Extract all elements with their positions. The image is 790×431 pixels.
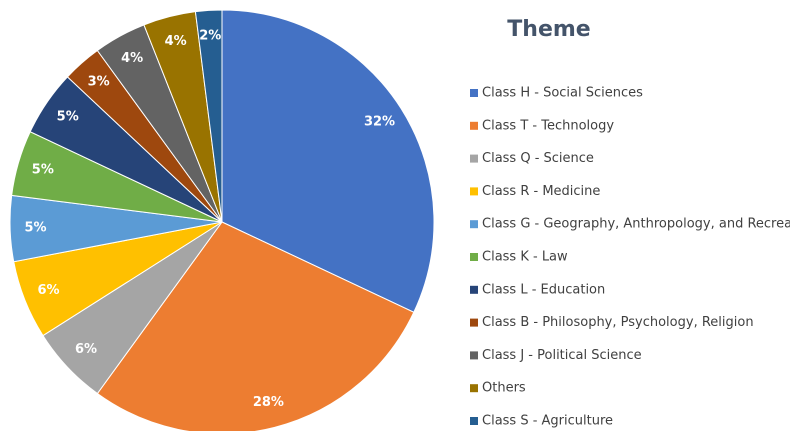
legend-swatch: [470, 253, 478, 261]
data-label: 5%: [32, 162, 54, 177]
legend-swatch: [470, 351, 478, 360]
legend-label: Class R - Medicine: [482, 184, 600, 199]
legend-label: Class B - Philosophy, Psychology, Religi…: [482, 315, 754, 330]
pie-slice: [221, 9, 435, 313]
data-label: 2%: [199, 28, 221, 43]
pie-slice: [194, 9, 223, 223]
legend-swatch: [470, 318, 478, 327]
legend-swatch: [470, 417, 478, 425]
legend-label: Others: [482, 381, 526, 396]
legend-swatch: [470, 121, 478, 130]
data-label: 5%: [57, 110, 79, 125]
legend-swatch: [470, 187, 478, 196]
legend-label: Class Q - Science: [482, 151, 594, 166]
legend-label: Class T - Technology: [482, 118, 614, 133]
legend-swatch: [470, 384, 478, 393]
data-label: 6%: [38, 283, 60, 298]
legend-label: Class J - Political Science: [482, 348, 642, 363]
legend-swatch: [470, 285, 478, 294]
data-label: 3%: [88, 75, 110, 90]
legend-label: Class K - Law: [482, 250, 568, 265]
legend-label: Class G - Geography, Anthropology, and R…: [482, 217, 790, 232]
data-label: 28%: [253, 395, 284, 410]
pie-slice: [96, 221, 415, 431]
legend-swatch: [470, 154, 478, 163]
data-label: 32%: [364, 115, 395, 130]
data-label: 4%: [165, 34, 187, 49]
legend-swatch: [470, 220, 478, 229]
legend-swatch: [470, 89, 478, 97]
chart-title: Theme: [507, 17, 590, 42]
legend-label: Class H - Social Sciences: [482, 86, 643, 101]
data-label: 5%: [24, 220, 46, 235]
legend-label: Class S - Agriculture: [482, 414, 613, 429]
legend-label: Class L - Education: [482, 282, 605, 297]
data-label: 6%: [75, 342, 97, 357]
data-label: 4%: [121, 51, 143, 66]
